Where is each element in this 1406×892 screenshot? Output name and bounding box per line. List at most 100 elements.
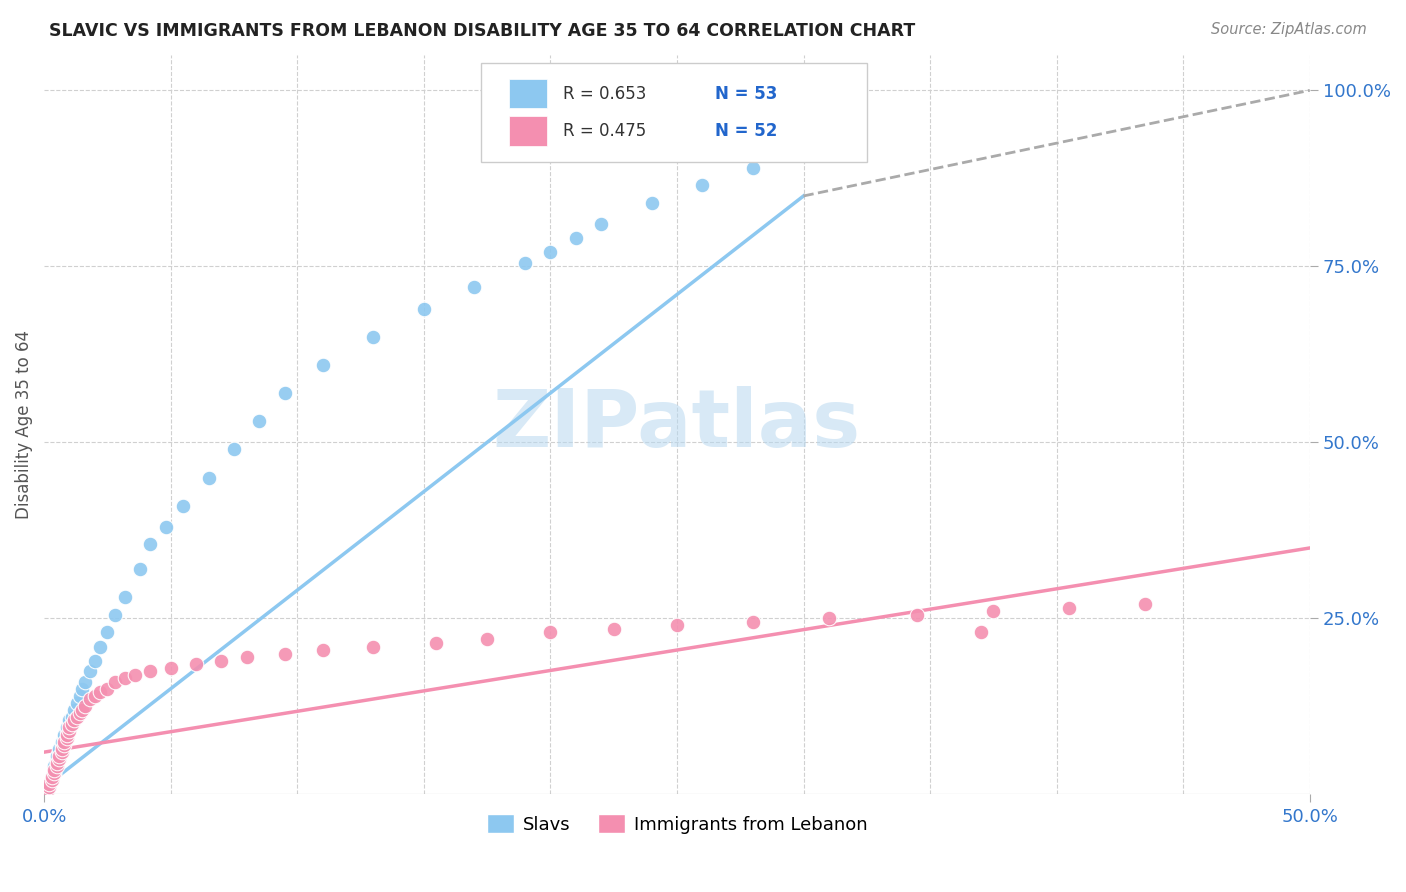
Point	[51, 741, 73, 756]
Point	[907, 607, 929, 622]
Point	[361, 640, 384, 654]
Point	[48, 741, 70, 756]
Point	[172, 499, 194, 513]
Point	[48, 748, 70, 763]
Point	[63, 714, 86, 728]
Point	[741, 615, 763, 629]
Point	[69, 689, 91, 703]
Point	[41, 770, 63, 784]
Point	[273, 647, 295, 661]
Point	[1059, 600, 1081, 615]
Point	[38, 780, 60, 795]
Point	[56, 731, 79, 745]
Point	[44, 763, 66, 777]
Point	[35, 784, 58, 798]
Point	[602, 622, 624, 636]
Point	[41, 770, 63, 784]
Point	[53, 738, 76, 752]
Text: N = 52: N = 52	[714, 122, 778, 140]
Point	[361, 330, 384, 344]
Point	[58, 717, 80, 731]
Point	[690, 178, 713, 193]
Bar	[509, 78, 547, 108]
Text: SLAVIC VS IMMIGRANTS FROM LEBANON DISABILITY AGE 35 TO 64 CORRELATION CHART: SLAVIC VS IMMIGRANTS FROM LEBANON DISABI…	[49, 22, 915, 40]
Point	[58, 724, 80, 739]
Point	[89, 640, 111, 654]
Point	[44, 759, 66, 773]
Point	[70, 681, 93, 696]
Point	[38, 777, 60, 791]
Point	[79, 692, 101, 706]
Point	[79, 664, 101, 678]
Point	[1135, 597, 1157, 611]
Point	[44, 763, 66, 777]
Point	[104, 607, 127, 622]
Point	[51, 745, 73, 759]
Point	[129, 562, 152, 576]
Text: ZIPatlas: ZIPatlas	[494, 385, 860, 464]
Point	[475, 632, 498, 647]
Point	[311, 643, 333, 657]
Point	[58, 721, 80, 735]
Point	[96, 681, 118, 696]
Point	[66, 696, 89, 710]
Point	[48, 752, 70, 766]
Point	[139, 537, 162, 551]
Point	[513, 256, 536, 270]
Point	[66, 710, 89, 724]
Point	[53, 727, 76, 741]
Point	[564, 231, 586, 245]
Point	[970, 625, 993, 640]
Point	[311, 358, 333, 372]
Point	[83, 654, 105, 668]
Point	[463, 280, 485, 294]
Point	[104, 674, 127, 689]
Point	[44, 766, 66, 780]
Point	[589, 217, 612, 231]
Point	[51, 734, 73, 748]
Point	[197, 470, 219, 484]
Point	[41, 773, 63, 788]
FancyBboxPatch shape	[481, 62, 868, 162]
Point	[124, 667, 146, 681]
Point	[538, 625, 561, 640]
Point	[41, 773, 63, 788]
Point	[273, 386, 295, 401]
Point	[247, 414, 270, 428]
Point	[69, 706, 91, 721]
Point	[35, 784, 58, 798]
Point	[70, 703, 93, 717]
Point	[45, 748, 67, 763]
Point	[73, 674, 96, 689]
Point	[38, 777, 60, 791]
Point	[184, 657, 207, 672]
Text: N = 53: N = 53	[714, 85, 778, 103]
Point	[139, 664, 162, 678]
Point	[526, 139, 548, 153]
Point	[45, 756, 67, 770]
Point	[51, 738, 73, 752]
Point	[96, 625, 118, 640]
Bar	[509, 117, 547, 146]
Point	[114, 671, 136, 685]
Point	[44, 766, 66, 780]
Y-axis label: Disability Age 35 to 64: Disability Age 35 to 64	[15, 330, 32, 519]
Point	[538, 245, 561, 260]
Point	[58, 714, 80, 728]
Point	[45, 756, 67, 770]
Point	[53, 734, 76, 748]
Point	[73, 699, 96, 714]
Point	[412, 301, 434, 316]
Text: Source: ZipAtlas.com: Source: ZipAtlas.com	[1211, 22, 1367, 37]
Point	[159, 660, 181, 674]
Text: R = 0.653: R = 0.653	[562, 85, 647, 103]
Point	[45, 752, 67, 766]
Point	[425, 636, 447, 650]
Point	[56, 727, 79, 741]
Point	[665, 618, 688, 632]
Point	[155, 520, 177, 534]
Point	[53, 731, 76, 745]
Point	[114, 591, 136, 605]
Legend: Slavs, Immigrants from Lebanon: Slavs, Immigrants from Lebanon	[479, 807, 875, 841]
Point	[222, 442, 245, 457]
